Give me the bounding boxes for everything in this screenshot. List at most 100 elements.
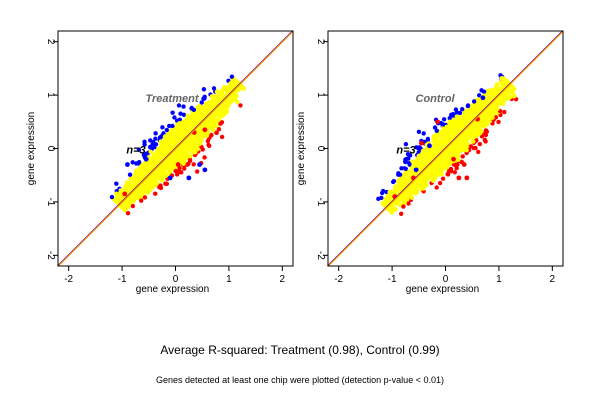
data-point xyxy=(203,104,209,109)
data-point xyxy=(177,165,182,171)
data-point xyxy=(192,114,198,120)
data-point xyxy=(421,131,426,136)
data-point xyxy=(444,124,449,130)
data-point xyxy=(214,94,220,100)
y-tick-label: 1 xyxy=(45,92,56,98)
data-point xyxy=(200,147,205,152)
data-point xyxy=(401,204,406,209)
data-point xyxy=(210,116,216,122)
data-point xyxy=(454,114,459,119)
data-point xyxy=(168,135,173,140)
data-point xyxy=(136,147,142,152)
data-point xyxy=(477,141,483,147)
data-point xyxy=(135,173,141,179)
data-point xyxy=(164,127,170,133)
data-point xyxy=(483,132,489,138)
data-point xyxy=(221,108,227,114)
data-point xyxy=(149,174,155,180)
data-point xyxy=(158,153,164,159)
data-point xyxy=(191,162,196,167)
data-point xyxy=(398,211,404,216)
data-point xyxy=(403,166,408,171)
data-point xyxy=(432,125,438,130)
data-point xyxy=(148,149,153,155)
data-point xyxy=(416,129,422,135)
data-point xyxy=(166,140,172,146)
outlier-point xyxy=(456,175,462,181)
x-axis-label: gene expression xyxy=(136,284,209,295)
data-point xyxy=(187,141,193,147)
data-point xyxy=(443,139,449,145)
data-point xyxy=(420,148,426,154)
data-point xyxy=(189,136,195,142)
data-point xyxy=(177,158,183,163)
data-point xyxy=(216,117,221,122)
data-point xyxy=(468,144,474,149)
outlier-point xyxy=(202,167,208,173)
outlier-point xyxy=(413,167,419,173)
data-point xyxy=(447,119,453,124)
data-point xyxy=(511,93,517,99)
data-point xyxy=(187,158,193,164)
data-point xyxy=(161,147,167,153)
data-point xyxy=(387,189,393,195)
x-tick-label: 1 xyxy=(496,274,502,285)
data-point xyxy=(154,180,160,186)
data-point xyxy=(177,121,182,126)
outlier-point xyxy=(167,175,173,181)
x-tick-label: 0 xyxy=(173,274,179,285)
data-point xyxy=(440,129,445,134)
data-point xyxy=(151,140,156,145)
outlier-point xyxy=(122,191,128,197)
data-point xyxy=(190,147,196,152)
data-point xyxy=(439,171,444,177)
data-point xyxy=(403,194,409,200)
data-point xyxy=(214,130,219,136)
data-point xyxy=(450,123,456,129)
data-point xyxy=(159,167,165,173)
data-point xyxy=(168,128,174,133)
data-point xyxy=(180,119,186,125)
data-point xyxy=(202,109,208,115)
data-point xyxy=(209,132,214,138)
data-point xyxy=(499,76,505,81)
data-point xyxy=(130,192,136,198)
y-tick-label: -2 xyxy=(315,251,326,260)
data-point xyxy=(216,109,222,115)
footnote-text: Genes detected at least one chip were pl… xyxy=(156,375,444,385)
x-tick-label: -1 xyxy=(118,274,127,285)
outlier-point xyxy=(427,143,432,149)
y-tick-label: -1 xyxy=(45,197,56,206)
data-point xyxy=(449,152,455,158)
panel-title: Treatment xyxy=(146,93,200,105)
data-point xyxy=(153,191,158,196)
data-point xyxy=(131,184,136,190)
data-point xyxy=(147,186,153,191)
data-point xyxy=(134,168,139,174)
data-point xyxy=(118,189,124,194)
data-point xyxy=(390,179,396,185)
data-point xyxy=(202,155,207,160)
data-point xyxy=(209,94,214,99)
data-point xyxy=(422,162,428,167)
data-point xyxy=(125,210,131,216)
data-point xyxy=(178,111,183,116)
data-point xyxy=(230,78,235,84)
y-tick-label: 2 xyxy=(315,39,326,45)
x-tick-label: 2 xyxy=(550,274,556,285)
data-point xyxy=(167,160,173,165)
data-point xyxy=(210,127,216,132)
data-point xyxy=(476,93,482,98)
data-point xyxy=(376,196,381,202)
data-point xyxy=(153,172,159,178)
data-point xyxy=(196,108,201,114)
x-tick-label: 2 xyxy=(280,274,286,285)
outlier-point xyxy=(202,127,208,133)
data-point xyxy=(181,104,186,109)
data-point xyxy=(130,203,136,209)
outlier-point xyxy=(461,162,467,167)
data-point xyxy=(162,134,168,139)
data-point xyxy=(127,172,133,177)
data-point xyxy=(171,157,177,163)
